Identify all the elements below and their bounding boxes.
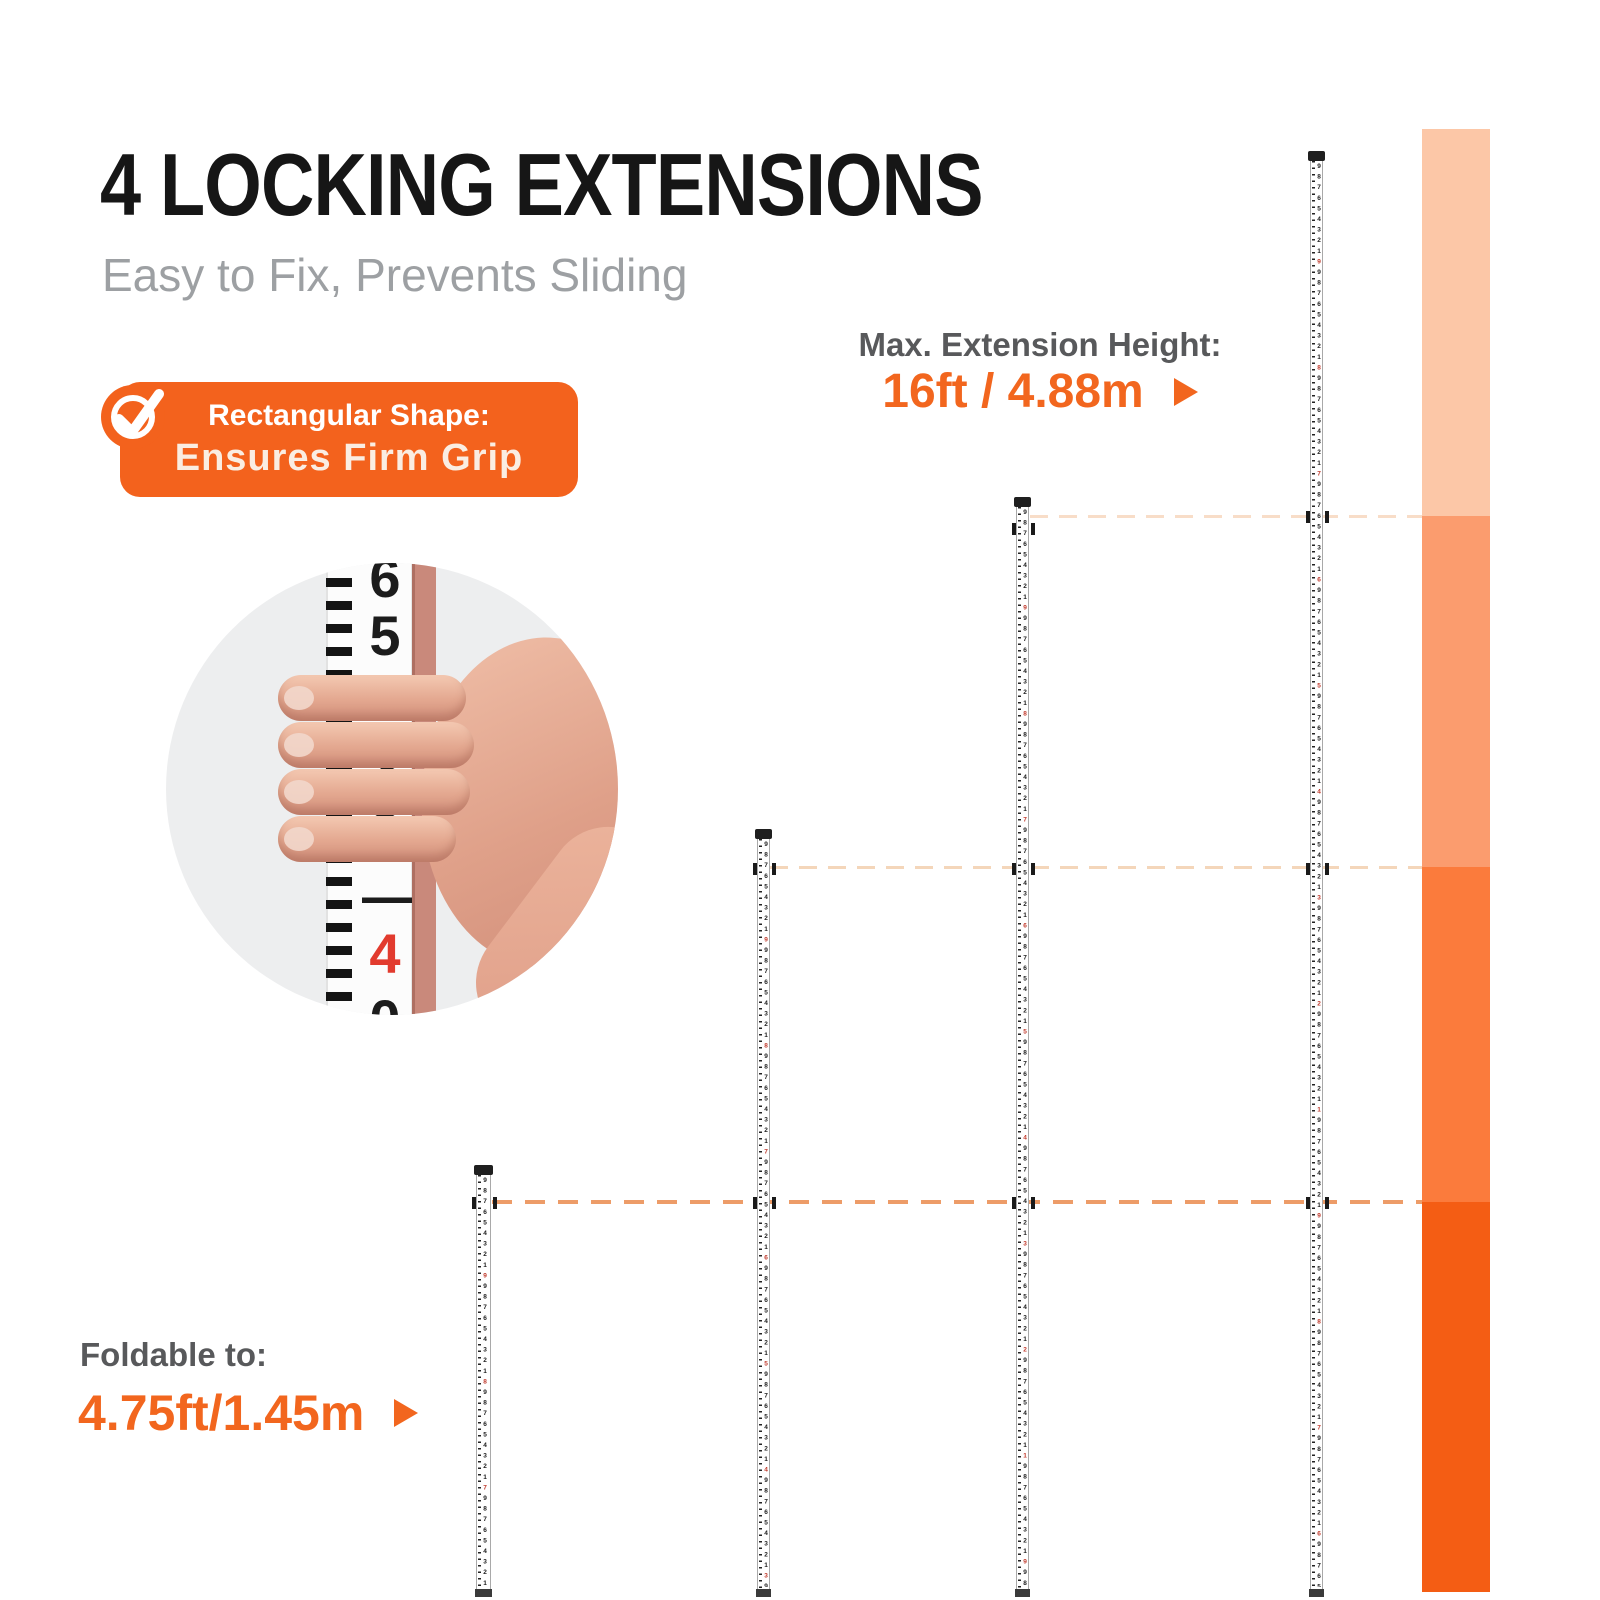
foldable-label: Foldable to: [80,1336,267,1373]
arrow-right-icon [394,1399,419,1427]
rod-top-cap [1307,151,1325,161]
rod-top-cap [1013,497,1031,507]
rod-photo-digit-4: 4 [369,922,401,985]
rod-lock-joint [771,1197,776,1209]
measuring-rod-stage-4-full-extended: 9876543219987654321898765432179876543216… [1305,151,1329,1597]
foldable-value: 4.75ft/1.45m [78,1384,419,1442]
max-extension-label: Max. Extension Height: [858,326,1222,363]
measuring-rod-stage-2-one-extended: 9876543219987654321898765432179876543216… [752,829,776,1597]
badge-line-1: Rectangular Shape: [208,399,490,432]
rod-lock-joint [1030,863,1035,875]
rod-photo-digit-0: 0 [362,987,408,1015]
rod-scale-digits: 9876543219987654321898765432179876543216… [1315,163,1323,1587]
rod-tick-marks [758,839,762,1589]
rod-bottom-foot [474,1589,492,1597]
rod-top-cap [754,829,772,839]
rod-scale-digits: 9876543219987654321898765432179876543216… [1021,509,1029,1587]
rod-lock-joint [1324,511,1329,523]
rod-lock-joint [1305,863,1310,875]
fingernail [284,780,314,804]
rod-lock-joint [1030,523,1035,535]
height-guide-dashed-line [1030,514,1422,518]
measuring-rod-stage-3-two-extended: 9876543219987654321898765432179876543216… [1011,497,1035,1597]
max-extension-value: 16ft / 4.88m [820,364,1260,419]
rod-bottom-foot [755,1589,771,1597]
rod-lock-joint [471,1197,476,1209]
height-bar-segment [1422,1202,1490,1592]
rod-lock-joint [1011,863,1016,875]
page-title: 4 LOCKING EXTENSIONS [100,135,984,234]
rod-photo-digit-5: 5 [369,604,401,667]
max-extension-value-text: 16ft / 4.88m [882,365,1144,418]
height-guide-dashed-line [770,865,1422,869]
badge-line-2: Ensures Firm Grip [174,437,524,479]
rod-photo-digit-1: — [362,864,418,927]
rod-lock-joint [752,863,757,875]
rod-bottom-foot [1014,1589,1030,1597]
rod-lock-joint [1011,523,1016,535]
feature-badge: Rectangular Shape: Ensures Firm Grip [120,382,578,497]
rod-lock-joint [492,1197,497,1209]
grip-photo-circle: 6532—40 [166,563,618,1015]
rod-lock-joint [752,1197,757,1209]
rod-bottom-foot [1308,1589,1324,1597]
rod-tick-marks [1017,507,1021,1589]
rod-lock-joint [1324,863,1329,875]
rod-tick-marks [1311,161,1315,1589]
measuring-rod-stage-1-folded: 9876543219987654321898765432179876543216… [471,1165,497,1597]
arrow-right-icon [1173,377,1198,406]
check-circle-icon [101,385,165,449]
fingernail [284,733,314,757]
rod-scale-digits: 9876543219987654321898765432179876543216… [762,841,770,1587]
rod-lock-joint [1305,1197,1310,1209]
rod-tick-marks [477,1175,481,1589]
rod-lock-joint [1011,1197,1016,1209]
rod-lock-joint [1324,1197,1329,1209]
fingernail [284,827,314,851]
rod-lock-joint [1030,1197,1035,1209]
height-bar-segment [1422,867,1490,1202]
page-subtitle: Easy to Fix, Prevents Sliding [102,249,688,301]
height-guide-dashed-line [492,1200,1422,1204]
foldable-value-text: 4.75ft/1.45m [78,1385,365,1441]
rod-lock-joint [771,863,776,875]
height-bar-segment [1422,516,1490,867]
rod-top-cap [473,1165,493,1175]
rod-photo-digit-6: 6 [369,563,401,609]
fingernail [284,686,314,710]
rod-scale-digits: 9876543219987654321898765432179876543216… [481,1177,489,1587]
rod-lock-joint [1305,511,1310,523]
height-bar-segment [1422,129,1490,516]
